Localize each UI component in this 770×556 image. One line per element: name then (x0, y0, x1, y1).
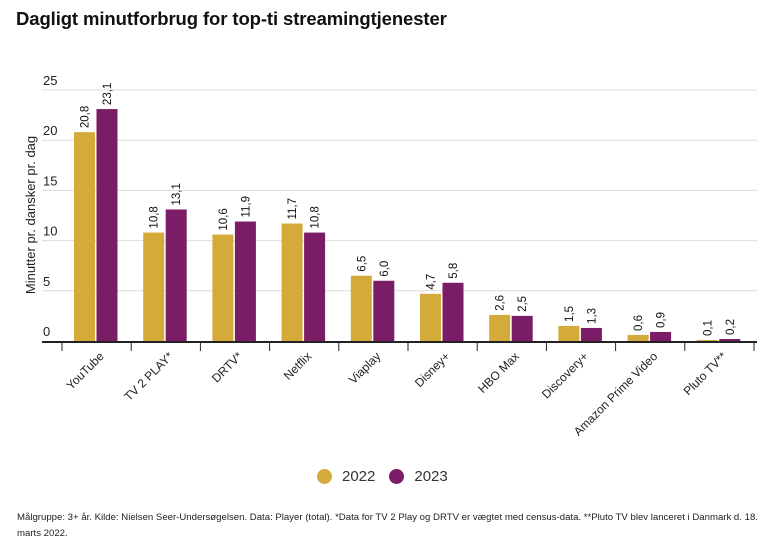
data-label: 10,8 (310, 206, 322, 228)
legend-swatch-2022 (317, 469, 332, 484)
x-tick-label: YouTube (63, 349, 106, 392)
bar-2022[interactable] (281, 223, 303, 341)
bar-2023[interactable] (165, 209, 187, 341)
bars: 20,8 23,1 10,8 13,1 10,6 11,9 11,7 10,8 6,5 6,0 4,… (74, 83, 741, 342)
chart-title: Dagligt minutforbrug for top-ti streamin… (16, 8, 447, 29)
x-tick-label: HBO Max (475, 349, 522, 396)
bar-2022[interactable] (420, 293, 441, 341)
bar-2022[interactable] (74, 132, 95, 341)
bar-2022[interactable] (696, 339, 718, 341)
data-label: 6,5 (356, 256, 368, 272)
data-label: 11,7 (287, 198, 299, 220)
y-tick-label: 15 (43, 173, 57, 188)
data-label: 1,3 (586, 308, 598, 324)
x-axis: YouTube TV 2 PLAY* DRTV* Netflix Viaplay Disn… (42, 341, 757, 439)
data-label: 10,8 (149, 206, 161, 228)
data-label: 0,2 (725, 319, 737, 335)
x-tick-label: TV 2 PLAY* (121, 349, 176, 404)
data-label: 5,8 (448, 263, 460, 279)
x-tick-label: DRTV* (209, 349, 245, 385)
data-label: 11,9 (240, 196, 252, 218)
bar-2022[interactable] (558, 325, 580, 341)
x-tick-label: Viaplay (346, 349, 384, 387)
y-tick-label: 0 (43, 324, 50, 339)
data-label: 0,6 (633, 315, 645, 331)
y-axis-ticks: 0 5 10 15 20 25 (43, 73, 57, 339)
data-label: 1,5 (564, 306, 576, 322)
bar-2022[interactable] (350, 275, 372, 341)
y-tick-label: 5 (43, 274, 50, 289)
bar-2022[interactable] (212, 234, 234, 341)
bar-2022[interactable] (627, 334, 649, 341)
bar-2023[interactable] (511, 315, 533, 341)
bar-2023[interactable] (650, 331, 672, 341)
bar-2023[interactable] (580, 327, 602, 341)
data-label: 2,6 (495, 295, 507, 311)
y-tick-label: 20 (43, 123, 57, 138)
bar-2023[interactable] (96, 109, 118, 342)
data-label: 10,6 (218, 208, 230, 230)
x-tick-label: Disney+ (412, 349, 453, 390)
bar-2023[interactable] (373, 280, 395, 341)
bar-2022[interactable] (489, 314, 511, 341)
data-label: 13,1 (171, 183, 183, 205)
bar-2023[interactable] (234, 221, 256, 341)
y-tick-label: 10 (43, 224, 57, 239)
legend-item-2022[interactable]: 2022 (317, 468, 375, 485)
data-label: 6,0 (379, 261, 391, 277)
data-label: 23,1 (102, 83, 114, 105)
data-label: 4,7 (426, 274, 438, 290)
bar-2023[interactable] (304, 232, 326, 341)
y-tick-label: 25 (43, 73, 57, 88)
legend-item-2023[interactable]: 2023 (389, 468, 448, 485)
data-label: 20,8 (80, 106, 92, 128)
legend-label-2022: 2022 (342, 468, 376, 485)
footnote: Målgruppe: 3+ år. Kilde: Nielsen Seer-Un… (17, 512, 758, 539)
data-label: 2,5 (517, 296, 529, 312)
legend-label-2023: 2023 (414, 468, 448, 485)
legend: 2022 2023 (317, 468, 462, 485)
y-axis-label: Minutter pr. dansker pr. dag (23, 136, 38, 294)
data-label: 0,9 (656, 312, 668, 328)
x-tick-label: Discovery+ (539, 349, 591, 401)
x-tick-label: Netflix (281, 349, 314, 382)
data-label: 0,1 (702, 320, 714, 336)
legend-swatch-2023 (389, 469, 405, 484)
bar-2023[interactable] (442, 282, 464, 341)
bar-2022[interactable] (143, 232, 165, 341)
x-tick-label: Pluto TV** (681, 349, 730, 398)
bar-2023[interactable] (719, 338, 741, 341)
gridlines (42, 89, 757, 292)
